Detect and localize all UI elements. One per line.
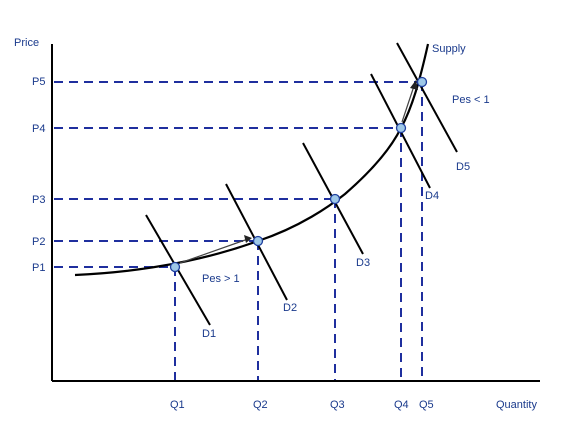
price-label-p1: P1 (32, 262, 45, 274)
price-label-p3: P3 (32, 194, 45, 206)
x-axis-label: Quantity (496, 399, 537, 411)
quantity-label-q1: Q1 (170, 399, 185, 411)
annotation-elastic: Pes > 1 (202, 273, 240, 285)
annotation-inelastic: Pes < 1 (452, 94, 490, 106)
demand-label-d2: D2 (283, 302, 297, 314)
demand-label-d1: D1 (202, 328, 216, 340)
demand-curve-d5 (396, 42, 458, 153)
quantity-label-q2: Q2 (253, 399, 268, 411)
price-label-p5: P5 (32, 76, 45, 88)
arrow-head-q4-to-q5 (410, 80, 418, 90)
demand-label-d3: D3 (356, 257, 370, 269)
quantity-label-q4: Q4 (394, 399, 409, 411)
equilibrium-point-1 (169, 261, 181, 273)
arrow-q4-to-q5 (401, 85, 415, 123)
demand-label-d4: D4 (425, 190, 439, 202)
arrow-head-q1-to-q2 (244, 235, 252, 243)
equilibrium-point-4 (395, 122, 407, 134)
price-label-p4: P4 (32, 123, 45, 135)
y-axis-label: Price (14, 37, 39, 49)
equilibrium-point-2 (252, 235, 264, 247)
quantity-label-q5: Q5 (419, 399, 434, 411)
arrow-q1-to-q2 (179, 238, 249, 264)
demand-label-d5: D5 (456, 161, 470, 173)
supply-label: Supply (432, 43, 466, 55)
equilibrium-point-5 (416, 76, 428, 88)
price-label-p2: P2 (32, 236, 45, 248)
equilibrium-point-3 (329, 193, 341, 205)
quantity-label-q3: Q3 (330, 399, 345, 411)
